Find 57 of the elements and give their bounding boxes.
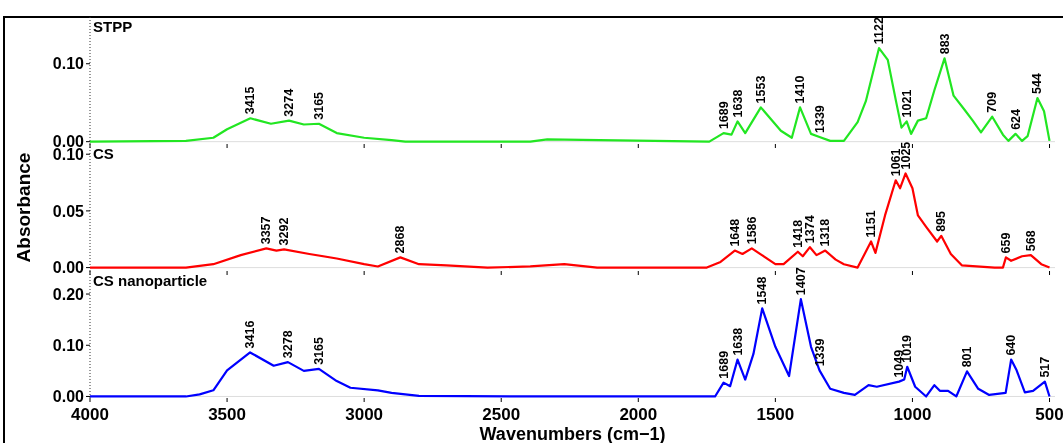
x-tick-label: 500 <box>1035 405 1063 424</box>
annotation: 1339 <box>812 338 827 367</box>
annotation: 659 <box>998 232 1013 254</box>
x-tick-label: 4000 <box>71 405 109 424</box>
annotation: 1689 <box>716 101 731 130</box>
annotation: 801 <box>960 346 974 368</box>
y-axis-title: Absorbance <box>13 152 34 263</box>
annotation: 1638 <box>730 89 745 118</box>
annotation: 1553 <box>753 75 768 104</box>
annotation: 709 <box>985 91 1000 113</box>
annotation: 1021 <box>899 89 914 118</box>
x-tick-label: 1000 <box>893 405 932 424</box>
annotation: 1025 <box>898 141 913 170</box>
x-tick-label: 2500 <box>482 405 521 424</box>
y-tick-label: 0.05 <box>52 202 85 220</box>
annotation: 1374 <box>802 215 817 244</box>
y-tick-label: 0.10 <box>52 55 85 73</box>
annotation: 3292 <box>277 217 292 246</box>
annotation: 1410 <box>793 75 808 104</box>
x-axis-title: Wavenumbers (cm−1) <box>479 424 666 443</box>
y-tick-label: 0.10 <box>52 336 85 354</box>
annotation: 1407 <box>793 267 808 296</box>
annotation: 3416 <box>243 320 258 349</box>
annotation: 1648 <box>727 218 742 247</box>
x-tick-label: 3500 <box>208 405 246 424</box>
text: STPP <box>93 18 133 35</box>
annotation: 1586 <box>744 216 759 245</box>
annotation: 3278 <box>280 330 295 359</box>
annotation: 517 <box>1037 356 1052 378</box>
annotation: 3357 <box>259 216 274 245</box>
annotation: 3165 <box>311 336 326 365</box>
annotation: 3415 <box>243 86 258 115</box>
annotation: 640 <box>1004 334 1019 356</box>
annotation: 3165 <box>311 91 326 120</box>
y-tick-label: 0.00 <box>52 259 85 277</box>
annotation: 1122 <box>872 17 886 45</box>
annotation: 1548 <box>755 276 770 305</box>
x-tick-label: 3000 <box>345 405 384 424</box>
annotation: 1418 <box>790 219 805 248</box>
y-tick-label: 0.20 <box>52 285 85 303</box>
annotation: 883 <box>937 33 952 55</box>
y-tick-label: 0.00 <box>52 388 85 406</box>
x-tick-label: 2000 <box>619 405 658 424</box>
annotation: 544 <box>1030 73 1045 95</box>
annotation: 1339 <box>812 105 827 133</box>
annotation: 3274 <box>282 88 297 117</box>
annotation: 1151 <box>864 210 879 238</box>
annotation: 624 <box>1008 108 1023 130</box>
annotation: 1638 <box>730 327 745 356</box>
annotation: 568 <box>1023 230 1038 252</box>
text: CS <box>93 145 114 162</box>
annotation: 895 <box>934 210 949 232</box>
x-tick-label: 1500 <box>756 405 795 424</box>
annotation: 2868 <box>393 225 408 254</box>
annotation: 1689 <box>716 350 731 379</box>
text: CS nanoparticle <box>93 272 208 289</box>
annotation: 1318 <box>818 218 833 247</box>
